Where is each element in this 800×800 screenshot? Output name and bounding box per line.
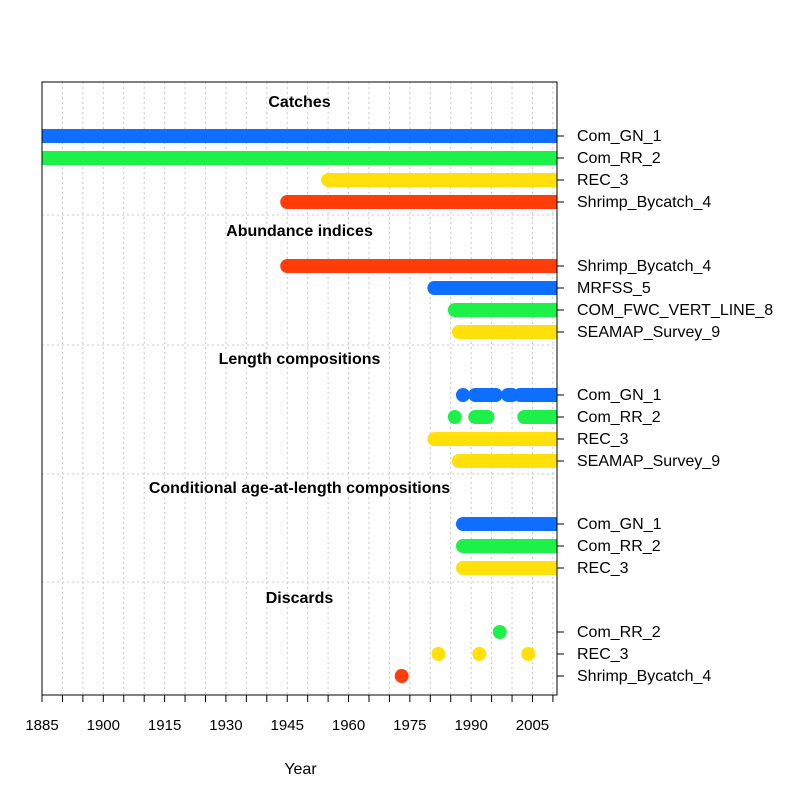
section-title: Length compositions — [219, 351, 381, 368]
row-label: Com_RR_2 — [577, 150, 661, 167]
x-tick-label: 1930 — [209, 717, 242, 734]
x-tick-label: 1900 — [87, 717, 120, 734]
right-mask — [557, 82, 800, 695]
x-tick-label: 1945 — [271, 717, 304, 734]
row-label: REC_3 — [577, 172, 629, 189]
data-point — [472, 647, 487, 661]
row-label: Com_RR_2 — [577, 409, 661, 426]
data-point — [394, 669, 409, 683]
x-tick-label: 1960 — [332, 717, 365, 734]
row-label: MRFSS_5 — [577, 280, 651, 297]
row-label: Shrimp_Bycatch_4 — [577, 668, 711, 685]
plot-frame — [41, 81, 558, 696]
data-point — [447, 410, 462, 424]
row-label: Com_RR_2 — [577, 538, 661, 555]
row-label: COM_FWC_VERT_LINE_8 — [577, 302, 773, 319]
row-label: Shrimp_Bycatch_4 — [577, 194, 711, 211]
row-label: SEAMAP_Survey_9 — [577, 453, 720, 470]
section-title: Discards — [266, 590, 334, 607]
x-tick-label: 1990 — [454, 717, 487, 734]
row-label: REC_3 — [577, 431, 629, 448]
section-title: Conditional age-at-length compositions — [149, 480, 450, 497]
row-label: Com_GN_1 — [577, 387, 662, 404]
data-point — [492, 625, 507, 639]
x-tick-label: 2005 — [516, 717, 549, 734]
section-title: Catches — [268, 94, 330, 111]
row-label: Com_RR_2 — [577, 624, 661, 641]
x-tick-label: 1885 — [25, 717, 58, 734]
row-label: Shrimp_Bycatch_4 — [577, 258, 711, 275]
left-mask — [0, 82, 42, 695]
row-label: REC_3 — [577, 560, 629, 577]
data-point — [521, 647, 536, 661]
row-label: REC_3 — [577, 646, 629, 663]
data-point — [431, 647, 446, 661]
x-axis-title: Year — [284, 761, 317, 778]
data-point — [455, 388, 470, 402]
row-label: Com_GN_1 — [577, 128, 662, 145]
x-tick-label: 1915 — [148, 717, 181, 734]
row-label: Com_GN_1 — [577, 516, 662, 533]
row-label: SEAMAP_Survey_9 — [577, 324, 720, 341]
section-title: Abundance indices — [226, 223, 373, 240]
x-tick-label: 1975 — [393, 717, 426, 734]
